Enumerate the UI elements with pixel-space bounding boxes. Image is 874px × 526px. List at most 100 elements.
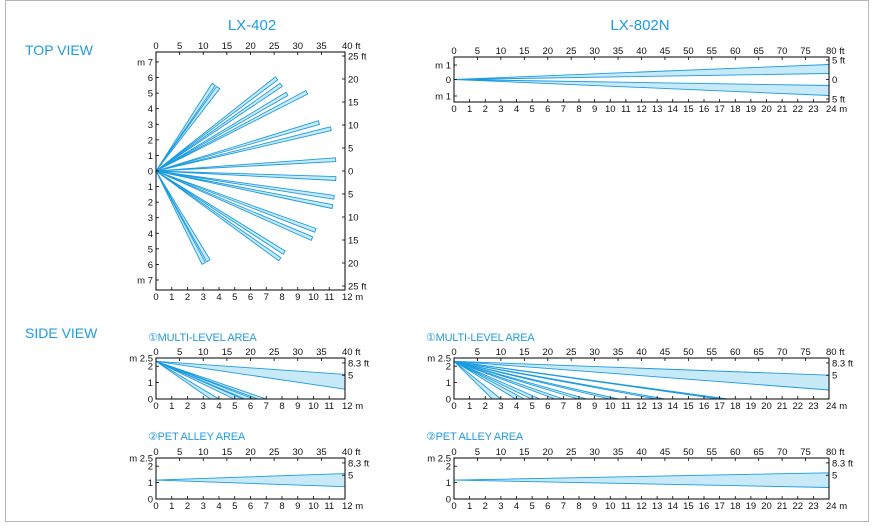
bottom-tick-label: 2 [185, 501, 190, 512]
bottom-tick-label: 23 [808, 401, 819, 412]
beam [155, 91, 289, 172]
bottom-tick-label: 3 [498, 501, 503, 512]
bottom-tick-label: 8 [576, 104, 581, 115]
bottom-tick-label: 23 [808, 501, 819, 512]
top-tick-label: 5 [475, 347, 480, 358]
bottom-tick-label: 10 [308, 401, 319, 412]
top-tick-label: 5 [475, 46, 480, 57]
bottom-tick-label: 8 [279, 401, 284, 412]
bottom-tick-label: 8 [279, 292, 284, 303]
right-tick-label: 25 ft [348, 52, 367, 63]
bottom-tick-label: 4 [514, 104, 519, 115]
bottom-tick-label: 7 [264, 292, 269, 303]
top-tick-label: 50 [683, 447, 694, 458]
bottom-tick-label: 21 [777, 401, 788, 412]
bottom-tick-label: 6 [248, 292, 253, 303]
bottom-tick-label: 15 [683, 401, 694, 412]
top-tick-label: 40 [636, 347, 647, 358]
left-tick-label: 2 [148, 462, 153, 473]
side-view-label: SIDE VIEW [25, 325, 98, 341]
top-tick-label: 0 [451, 447, 456, 458]
left-tick-label: 1 [148, 182, 153, 193]
bottom-tick-label: 0 [451, 104, 456, 115]
top-tick-label: 70 [777, 447, 788, 458]
bottom-tick-label: 18 [730, 501, 741, 512]
bottom-tick-label: 14 [667, 501, 678, 512]
top-tick-label: 40 [636, 46, 647, 57]
right-tick-label: 5 [348, 371, 353, 382]
bottom-tick-label: 4 [216, 401, 221, 412]
bottom-tick-label: 0 [153, 501, 158, 512]
top-tick-label: 35 [613, 46, 624, 57]
left-tick-label: 0 [446, 395, 451, 406]
left-tick-label: m 2.5 [129, 454, 153, 465]
top-tick-label: 10 [198, 347, 209, 358]
bottom-tick-label: 23 [808, 104, 819, 115]
beam [155, 76, 279, 172]
right-tick-label: 8.3 ft [348, 358, 369, 369]
top-tick-label: 25 [269, 447, 280, 458]
left-tick-label: 0 [446, 495, 451, 506]
left-tick-label: m 1 [435, 61, 451, 72]
right-tick-label: 15 [348, 236, 359, 247]
bottom-tick-label: 13 [652, 501, 663, 512]
beam [155, 86, 221, 172]
bottom-tick-label: 8 [279, 501, 284, 512]
bottom-tick-label: 2 [185, 292, 190, 303]
bottom-tick-label: 0 [153, 401, 158, 412]
beam [155, 170, 337, 181]
bottom-tick-label: 11 [324, 501, 334, 512]
bottom-tick-label: 15 [683, 104, 694, 115]
top-tick-label: 35 [316, 347, 327, 358]
top-tick-label: 5 [475, 447, 480, 458]
bottom-tick-label: 0 [451, 401, 456, 412]
beam [155, 170, 334, 209]
top-tick-label: 80 ft [826, 447, 845, 458]
bottom-tick-label: 16 [699, 104, 710, 115]
bottom-tick-label: 6 [248, 501, 253, 512]
top-tick-label: 0 [153, 347, 158, 358]
bottom-tick-label: 4 [216, 501, 221, 512]
left-tick-label: 5 [148, 89, 153, 100]
right-tick-label: 5 [348, 144, 353, 155]
bottom-tick-label: 7 [264, 501, 269, 512]
lx402-side-pet-alley: 0 5 10 15 20 25 30 35 40 ft0 1 2 3 4 5 6 7 8 9 10 11 12 mm 2… [129, 447, 369, 512]
top-tick-label: 20 [245, 347, 256, 358]
top-tick-label: 10 [496, 347, 507, 358]
beam [155, 170, 206, 265]
right-tick-label: 5 [348, 190, 353, 201]
left-tick-label: 1 [446, 478, 451, 489]
top-tick-label: 10 [496, 447, 507, 458]
top-tick-label: 75 [800, 347, 811, 358]
right-tick-label: 5 [832, 371, 837, 382]
bottom-tick-label: 24 m [826, 401, 847, 412]
bottom-tick-label: 3 [498, 104, 503, 115]
bottom-tick-label: 11 [621, 401, 631, 412]
top-tick-label: 60 [730, 46, 741, 57]
lx802n-multi-level-label: ①MULTI-LEVEL AREA [426, 331, 535, 344]
plot-frame [453, 56, 830, 103]
left-tick-label: 2 [148, 198, 153, 209]
left-tick-label: 0 [148, 167, 153, 178]
bottom-tick-label: 1 [169, 292, 174, 303]
top-tick-label: 10 [198, 41, 209, 52]
bottom-tick-label: 5 [232, 401, 237, 412]
bottom-tick-label: 1 [467, 401, 472, 412]
beam [155, 120, 320, 172]
bottom-tick-label: 12 [636, 104, 647, 115]
bottom-tick-label: 11 [621, 104, 631, 115]
top-tick-label: 20 [245, 41, 256, 52]
left-tick-label: m 7 [137, 276, 153, 287]
bottom-tick-label: 10 [308, 501, 319, 512]
right-tick-label: 0 [348, 167, 353, 178]
top-tick-label: 25 [566, 46, 577, 57]
bottom-tick-label: 10 [605, 104, 616, 115]
bottom-tick-label: 22 [792, 104, 803, 115]
top-tick-label: 80 ft [826, 347, 845, 358]
top-tick-label: 65 [753, 46, 764, 57]
bottom-tick-label: 20 [761, 501, 772, 512]
right-tick-label: 8.3 ft [832, 358, 853, 369]
bottom-tick-label: 13 [652, 401, 663, 412]
plot-frame [155, 51, 346, 291]
lx402-multi-level-label: ①MULTI-LEVEL AREA [148, 331, 257, 344]
